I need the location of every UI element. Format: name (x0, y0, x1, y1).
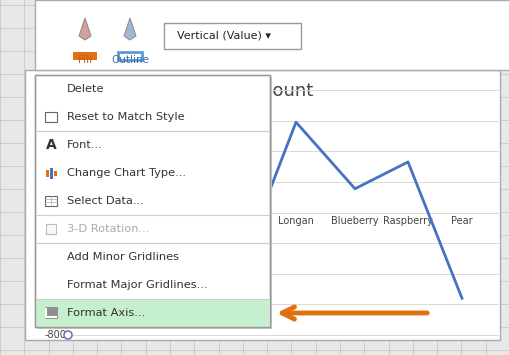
Text: Change Chart Type...: Change Chart Type... (67, 168, 186, 178)
Text: Add Minor Gridlines: Add Minor Gridlines (67, 252, 179, 262)
Circle shape (64, 86, 72, 94)
FancyBboxPatch shape (46, 224, 56, 234)
FancyBboxPatch shape (36, 299, 268, 327)
Text: Format Major Gridlines...: Format Major Gridlines... (67, 280, 207, 290)
Text: Raspberry: Raspberry (382, 215, 432, 225)
Text: Delete: Delete (67, 84, 104, 94)
FancyBboxPatch shape (25, 70, 499, 340)
Text: Longan: Longan (277, 215, 314, 225)
Text: 600: 600 (47, 116, 66, 126)
FancyBboxPatch shape (37, 77, 271, 329)
FancyBboxPatch shape (164, 23, 300, 49)
Text: -600: -600 (44, 299, 66, 309)
Text: Reset to Match Style: Reset to Match Style (67, 112, 184, 122)
Text: Font...: Font... (67, 140, 102, 150)
FancyBboxPatch shape (118, 52, 142, 60)
Text: 3-D Rotation...: 3-D Rotation... (67, 224, 149, 234)
Text: -200: -200 (44, 238, 66, 248)
FancyBboxPatch shape (35, 75, 269, 327)
Text: -800: -800 (44, 330, 66, 340)
Text: Pear: Pear (450, 215, 472, 225)
Text: Outline: Outline (111, 55, 149, 65)
FancyBboxPatch shape (45, 196, 57, 206)
Text: mount: mount (254, 82, 313, 100)
FancyBboxPatch shape (45, 112, 57, 122)
Text: 800: 800 (47, 85, 66, 95)
FancyBboxPatch shape (54, 170, 57, 175)
Text: 0: 0 (60, 208, 66, 218)
FancyBboxPatch shape (45, 307, 58, 319)
Text: Blueberry: Blueberry (330, 215, 378, 225)
Text: Fill: Fill (78, 55, 92, 65)
Text: A: A (45, 138, 56, 152)
Text: -400: -400 (44, 269, 66, 279)
Text: Select Data...: Select Data... (67, 196, 144, 206)
Circle shape (64, 331, 72, 339)
FancyBboxPatch shape (35, 0, 509, 70)
Text: Vertical (Value) ▾: Vertical (Value) ▾ (177, 31, 271, 41)
Text: lychee: lychee (213, 215, 245, 225)
Text: 200: 200 (47, 177, 66, 187)
Polygon shape (79, 18, 91, 40)
Text: 400: 400 (47, 146, 66, 156)
Text: Format Axis...: Format Axis... (67, 308, 145, 318)
FancyBboxPatch shape (50, 168, 53, 179)
Circle shape (64, 208, 72, 217)
FancyBboxPatch shape (46, 169, 49, 176)
FancyBboxPatch shape (73, 52, 97, 60)
Polygon shape (124, 18, 136, 40)
